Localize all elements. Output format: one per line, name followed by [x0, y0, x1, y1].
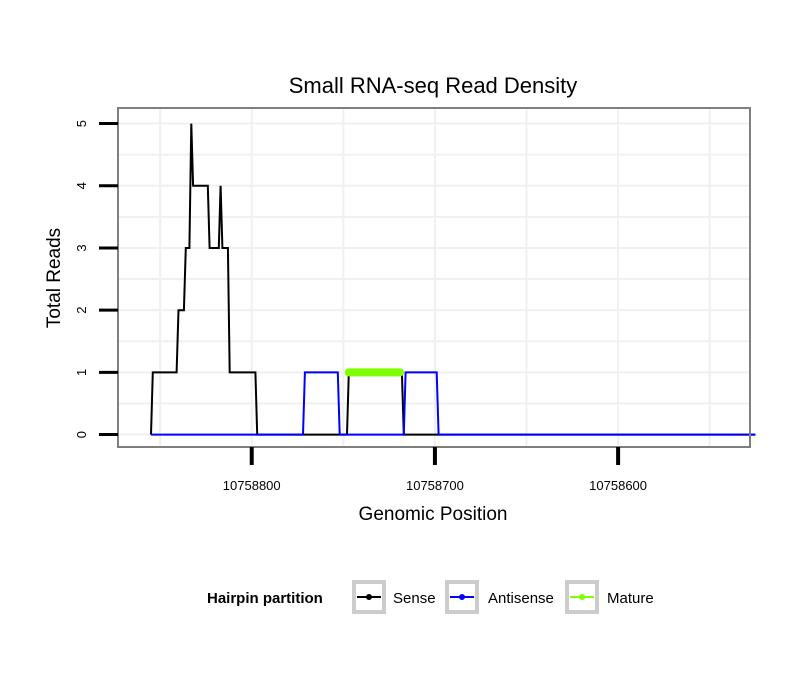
- y-tick-label: 3: [74, 244, 89, 251]
- y-axis-ticks: 0 1 2 3 4 5: [74, 120, 118, 438]
- legend-entry-sense: Sense: [352, 580, 436, 614]
- x-tick-label: 10758700: [406, 478, 464, 493]
- y-tick-label: 2: [74, 307, 89, 314]
- y-tick-label: 1: [74, 369, 89, 376]
- x-tick-label: 10758600: [589, 478, 647, 493]
- series-layer: [150, 123, 756, 436]
- y-tick-label: 0: [74, 431, 89, 438]
- legend: Hairpin partition Sense Antisense Mature: [207, 580, 654, 614]
- chart-title: Small RNA-seq Read Density: [289, 73, 578, 98]
- x-axis-label: Genomic Position: [359, 504, 508, 525]
- y-tick-label: 5: [74, 120, 89, 127]
- legend-entry-mature: Mature: [565, 580, 654, 614]
- legend-label: Mature: [607, 590, 654, 607]
- series-line-antisense: [151, 371, 756, 436]
- legend-entry-antisense: Antisense: [445, 580, 554, 614]
- legend-key-point: [579, 594, 585, 600]
- x-axis-ticks: 10758800 10758700 10758600: [223, 447, 647, 493]
- y-axis-label: Total Reads: [44, 228, 65, 328]
- series-line-sense: [150, 123, 756, 436]
- y-tick-label: 4: [74, 182, 89, 189]
- legend-label: Sense: [393, 590, 436, 607]
- legend-title: Hairpin partition: [207, 590, 323, 607]
- legend-key-point: [366, 594, 372, 600]
- legend-label: Antisense: [488, 590, 554, 607]
- x-tick-label: 10758800: [223, 478, 281, 493]
- legend-key-point: [459, 594, 465, 600]
